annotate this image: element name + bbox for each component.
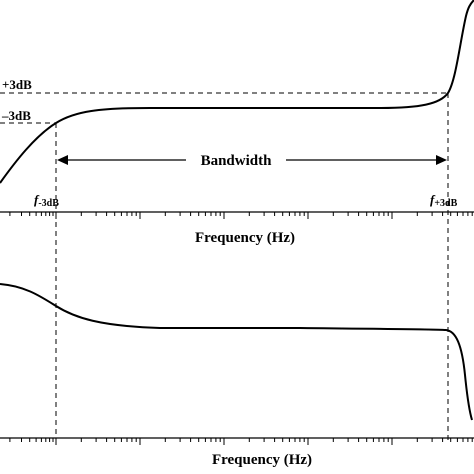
bottom-x-axis-label: Frequency (Hz) bbox=[212, 452, 312, 468]
bandwidth-arrowhead-left bbox=[57, 155, 68, 165]
f-high-label: f+3dB bbox=[430, 192, 458, 209]
top-x-axis-ticks bbox=[9, 212, 473, 219]
bandwidth-arrowhead-right bbox=[436, 155, 447, 165]
phase-panel: Frequency (Hz) bbox=[0, 283, 474, 468]
f-low-label: f-3dB bbox=[34, 192, 59, 209]
bandwidth-label: Bandwidth bbox=[201, 153, 273, 169]
top-x-axis-label: Frequency (Hz) bbox=[195, 230, 295, 246]
plus3db-label: +3dB bbox=[2, 77, 32, 92]
magnitude-curve bbox=[0, 0, 474, 184]
minus3db-label: –3dB bbox=[1, 108, 31, 123]
bottom-x-axis-ticks bbox=[9, 438, 473, 445]
phase-curve bbox=[0, 283, 473, 421]
magnitude-panel: Bandwidth +3dB –3dB f-3dB f+3dB Frequenc… bbox=[0, 0, 474, 440]
